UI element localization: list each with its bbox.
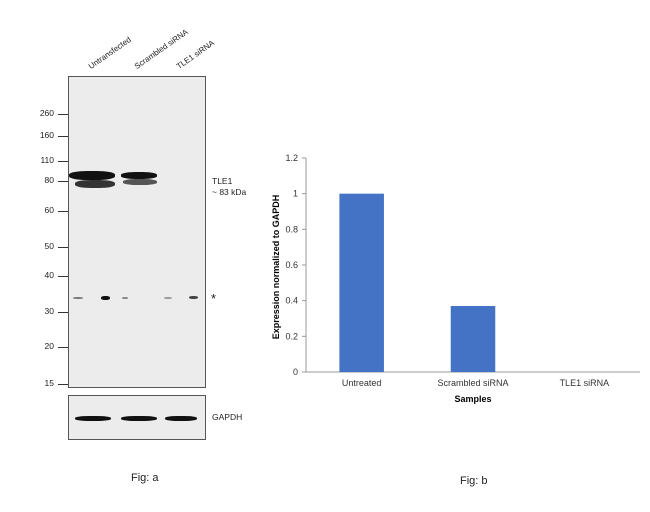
mw-marker-160: 160 <box>39 130 54 140</box>
y-axis-label: Expression normalized to GAPDH <box>271 195 281 340</box>
blot-main-panel <box>68 76 206 388</box>
x-axis-label: Samples <box>454 394 491 404</box>
bar-untreated <box>339 193 384 372</box>
nonspecific-band-lane3b <box>189 296 198 299</box>
tle1-band-lane2-lower <box>123 179 157 185</box>
bar-chart: Expression normalized to GAPDH Samples 0… <box>271 153 640 404</box>
lane-label-untransfected: Untransfected <box>86 35 133 71</box>
lane-label-tle1-sirna: TLE1 siRNA <box>174 38 217 71</box>
tle1-band-lane1-lower <box>75 180 115 188</box>
nonspecific-band-lane2 <box>122 297 128 299</box>
y-tick-label: 0 <box>293 367 298 377</box>
mw-tick <box>58 114 68 115</box>
tle1-label-size: ~ 83 kDa <box>212 187 247 197</box>
tle1-label: TLE1 ~ 83 kDa <box>212 176 246 198</box>
nonspecific-band-lane3 <box>164 297 172 299</box>
mw-marker-15: 15 <box>44 378 54 388</box>
gapdh-band-lane2 <box>121 416 157 421</box>
tle1-band-lane1 <box>69 171 115 180</box>
nonspecific-band-lane1b <box>101 296 110 300</box>
x-tick-label: TLE1 siRNA <box>560 378 610 388</box>
gapdh-label: GAPDH <box>212 412 243 422</box>
mw-marker-260: 260 <box>39 108 54 118</box>
x-tick-label: Scrambled siRNA <box>437 378 508 388</box>
gapdh-band-lane3 <box>165 416 197 421</box>
mw-marker-110: 110 <box>40 155 54 165</box>
mw-tick <box>58 181 68 182</box>
y-tick-label: 0.6 <box>285 260 298 270</box>
tle1-band-lane2 <box>121 172 157 179</box>
y-tick-label: 0.8 <box>285 224 298 234</box>
y-tick-label: 1 <box>293 189 298 199</box>
mw-tick <box>58 161 68 162</box>
mw-tick <box>58 136 68 137</box>
y-tick-label: 0.4 <box>285 296 298 306</box>
mw-marker-80: 80 <box>44 175 54 185</box>
mw-tick <box>58 276 68 277</box>
mw-marker-50: 50 <box>44 241 54 251</box>
mw-marker-40: 40 <box>44 270 54 280</box>
mw-tick <box>58 247 68 248</box>
mw-tick <box>58 347 68 348</box>
figure-b-caption: Fig: b <box>460 475 488 487</box>
gapdh-band-lane1 <box>75 416 111 421</box>
y-tick-label: 0.2 <box>285 331 298 341</box>
x-tick-label: Untreated <box>342 378 382 388</box>
tle1-label-name: TLE1 <box>212 176 233 186</box>
bar-scrambled-sirna <box>450 306 496 372</box>
figure-a-caption: Fig: a <box>131 472 159 484</box>
mw-tick <box>58 211 68 212</box>
y-tick-label: 1.2 <box>285 153 298 163</box>
gapdh-panel <box>68 395 206 440</box>
mw-marker-20: 20 <box>44 341 54 351</box>
mw-tick <box>58 312 68 313</box>
nonspecific-asterisk: * <box>211 291 217 306</box>
mw-tick <box>58 384 68 385</box>
mw-marker-30: 30 <box>44 306 54 316</box>
nonspecific-band-lane1a <box>73 297 83 299</box>
mw-marker-60: 60 <box>44 205 54 215</box>
